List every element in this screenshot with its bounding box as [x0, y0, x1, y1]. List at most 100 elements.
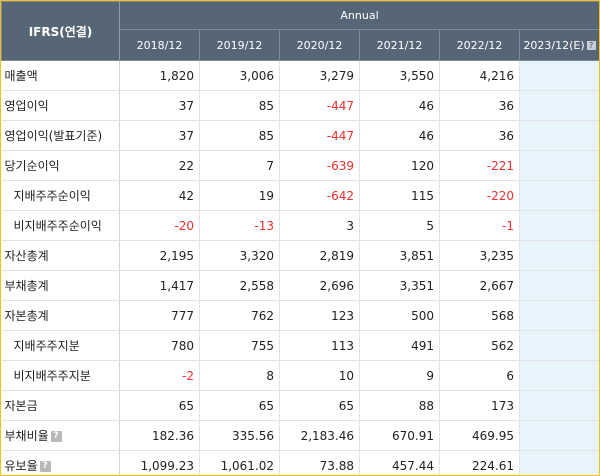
- value-cell: 37: [119, 90, 200, 121]
- value-cell: 469.95: [439, 420, 520, 451]
- value-cell: 762: [199, 300, 280, 331]
- row-label-cell: 영업이익(발표기준): [1, 120, 120, 151]
- value-cell: 3,320: [199, 240, 280, 271]
- value-cell: 780: [119, 330, 200, 361]
- annual-header: Annual: [118, 1, 599, 30]
- estimate-cell: [519, 450, 599, 475]
- estimate-cell: [519, 180, 599, 211]
- estimate-cell: [519, 240, 599, 271]
- value-cell: -20: [119, 210, 200, 241]
- value-cell: -639: [279, 150, 360, 181]
- value-cell: 22: [119, 150, 200, 181]
- row-label-cell: 비지배주주지분: [1, 360, 120, 391]
- estimate-cell: [519, 150, 599, 181]
- row-label-cell: 지배주주순이익: [1, 180, 120, 211]
- row-label-cell: 매출액: [1, 60, 120, 91]
- value-cell: 491: [359, 330, 440, 361]
- row-label: 영업이익(발표기준): [4, 129, 103, 143]
- value-cell: -1: [439, 210, 520, 241]
- row-label-cell: 부채총계: [1, 270, 120, 301]
- value-cell: 65: [279, 390, 360, 421]
- estimate-cell: [519, 420, 599, 451]
- financial-table-body: 매출액 1,820 3,006 3,279 3,550 4,216 영업이익 37 85 -447…: [1, 60, 599, 475]
- value-cell: -13: [199, 210, 280, 241]
- row-label-cell: 자산총계: [1, 240, 120, 271]
- value-cell: 46: [359, 90, 440, 121]
- value-cell: 10: [279, 360, 360, 391]
- estimate-cell: [519, 60, 599, 91]
- value-cell: 37: [119, 120, 200, 151]
- value-cell: 1,099.23: [119, 450, 200, 475]
- value-cell: 65: [119, 390, 200, 421]
- table-row: 유보율? 1,099.23 1,061.02 73.88 457.44 224.61: [1, 450, 599, 475]
- value-cell: 2,183.46: [279, 420, 360, 451]
- row-label: 매출액: [4, 69, 38, 83]
- value-cell: 568: [439, 300, 520, 331]
- estimate-cell: [519, 210, 599, 241]
- row-label-cell: 지배주주지분: [1, 330, 120, 361]
- value-cell: 19: [199, 180, 280, 211]
- estimate-cell: [519, 90, 599, 121]
- value-cell: 65: [199, 390, 280, 421]
- value-cell: 3,550: [359, 60, 440, 91]
- value-cell: 88: [359, 390, 440, 421]
- value-cell: 182.36: [119, 420, 200, 451]
- row-label: 비지배주주순이익: [13, 219, 102, 233]
- value-cell: 3,235: [439, 240, 520, 271]
- value-cell: 120: [359, 150, 440, 181]
- row-label: 지배주주순이익: [13, 189, 91, 203]
- table-row: 부채비율? 182.36 335.56 2,183.46 670.91 469.95: [1, 420, 599, 451]
- estimate-cell: [519, 120, 599, 151]
- year-header: 2020/12: [279, 29, 360, 61]
- estimate-year-label: 2023/12(E): [523, 38, 585, 52]
- table-row: 자산총계 2,195 3,320 2,819 3,851 3,235: [1, 240, 599, 271]
- year-header-row: 2018/12 2019/12 2020/12 2021/12 2022/12 2023/…: [2, 29, 599, 61]
- year-header: 2019/12: [199, 29, 280, 61]
- row-label: 영업이익: [4, 99, 49, 113]
- row-label: 자본총계: [4, 309, 49, 323]
- value-cell: 85: [199, 120, 280, 151]
- estimate-cell: [519, 390, 599, 421]
- estimate-cell: [519, 270, 599, 301]
- value-cell: 562: [439, 330, 520, 361]
- value-cell: 36: [439, 120, 520, 151]
- estimate-year-header: 2023/12(E)?: [518, 29, 599, 61]
- value-cell: 73.88: [279, 450, 360, 475]
- estimate-cell: [519, 300, 599, 331]
- row-label-cell: 자본총계: [1, 300, 120, 331]
- value-cell: 46: [359, 120, 440, 151]
- help-icon[interactable]: ?: [50, 431, 62, 442]
- accounting-standard-header: IFRS(연결): [1, 1, 120, 61]
- table-row: 지배주주순이익 42 19 -642 115 -220: [1, 180, 599, 211]
- estimate-help-icon[interactable]: ?: [586, 41, 596, 50]
- row-label-cell: 자본금: [1, 390, 120, 421]
- table-row: 영업이익 37 85 -447 46 36: [1, 90, 599, 121]
- value-cell: -2: [119, 360, 200, 391]
- table-row: 당기순이익 22 7 -639 120 -221: [1, 150, 599, 181]
- value-cell: -447: [279, 90, 360, 121]
- table-row: 비지배주주순이익 -20 -13 3 5 -1: [1, 210, 599, 241]
- value-cell: 8: [199, 360, 280, 391]
- row-label: 부채비율: [4, 429, 49, 443]
- row-label-cell: 영업이익: [1, 90, 120, 121]
- value-cell: 1,061.02: [199, 450, 280, 475]
- value-cell: 500: [359, 300, 440, 331]
- row-label: 자본금: [4, 399, 38, 413]
- value-cell: 3,006: [199, 60, 280, 91]
- table-row: 비지배주주지분 -2 8 10 9 6: [1, 360, 599, 391]
- value-cell: 123: [279, 300, 360, 331]
- help-icon[interactable]: ?: [39, 461, 51, 472]
- value-cell: 3,351: [359, 270, 440, 301]
- table-row: 자본총계 777 762 123 500 568: [1, 300, 599, 331]
- value-cell: -642: [279, 180, 360, 211]
- value-cell: 9: [359, 360, 440, 391]
- value-cell: 3: [279, 210, 360, 241]
- value-cell: 42: [119, 180, 200, 211]
- value-cell: 1,820: [119, 60, 200, 91]
- value-cell: 3,279: [279, 60, 360, 91]
- value-cell: 457.44: [359, 450, 440, 475]
- row-label-cell: 당기순이익: [1, 150, 120, 181]
- value-cell: 6: [439, 360, 520, 391]
- value-cell: 2,667: [439, 270, 520, 301]
